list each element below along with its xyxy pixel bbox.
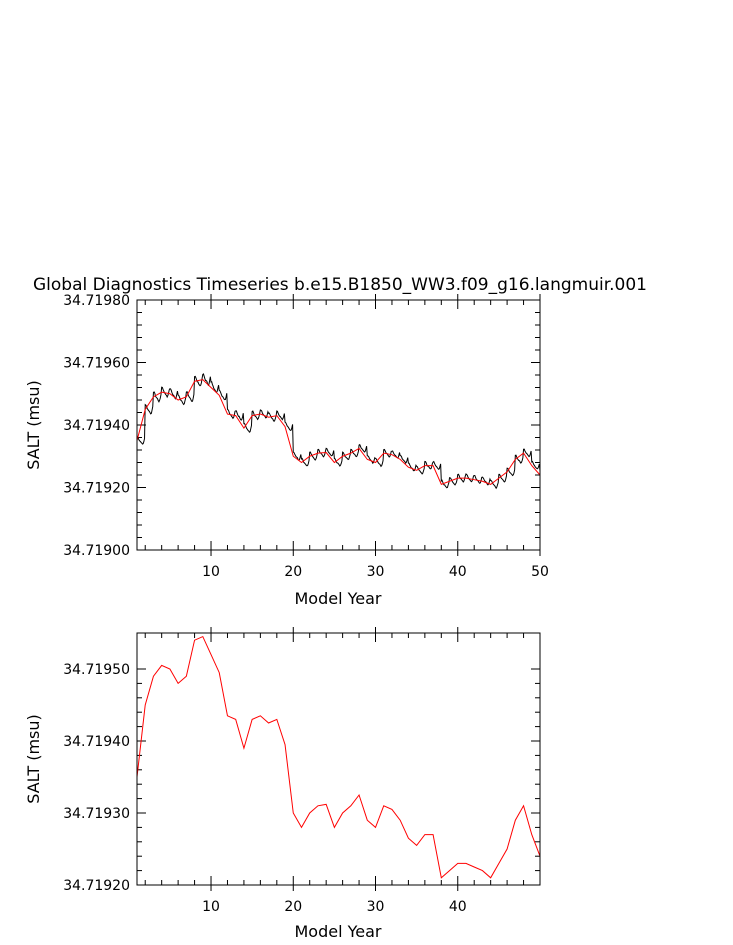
top-plot-frame	[136, 299, 541, 551]
x-tick-label: 20	[284, 899, 302, 915]
y-tick-label: 34.71960	[63, 356, 130, 372]
series-line-monthly	[136, 373, 541, 490]
bottom-plot-frame	[136, 632, 541, 886]
y-tick-label: 34.71920	[63, 878, 130, 894]
y-tick-label: 34.71940	[63, 418, 130, 434]
series-line-annual	[136, 635, 541, 879]
y-tick-label: 34.71940	[63, 734, 130, 750]
y-tick-label: 34.71980	[63, 293, 130, 309]
bottom-series	[136, 635, 541, 879]
top-series	[136, 373, 541, 490]
bottom-ticks: 10 20 30 40 34.71920 34.71930 34.71940 34.71950	[63, 627, 541, 915]
x-tick-label: 50	[531, 564, 549, 580]
top-panel: 10 20 30 40 50 34.71900 34.71920 34.71940 34.719…	[24, 293, 549, 608]
figure-title: Global Diagnostics Timeseries b.e15.B185…	[33, 275, 647, 295]
y-tick-label: 34.71900	[63, 543, 130, 559]
top-ticks: 10 20 30 40 50 34.71900 34.71920 34.71940 34.719…	[63, 293, 549, 580]
x-tick-label: 30	[367, 564, 385, 580]
top-y-axis-label: SALT (msu)	[24, 380, 43, 470]
x-tick-label: 10	[202, 899, 220, 915]
x-tick-label: 20	[284, 564, 302, 580]
x-tick-label: 40	[449, 899, 467, 915]
x-tick-label: 30	[367, 899, 385, 915]
series-line-annual	[136, 379, 541, 486]
y-tick-label: 34.71950	[63, 662, 130, 678]
x-tick-label: 40	[449, 564, 467, 580]
bottom-x-axis-label: Model Year	[295, 922, 382, 941]
y-tick-label: 34.71920	[63, 481, 130, 497]
top-x-axis-label: Model Year	[295, 589, 382, 608]
y-tick-label: 34.71930	[63, 806, 130, 822]
x-tick-label: 10	[202, 564, 220, 580]
bottom-y-axis-label: SALT (msu)	[24, 714, 43, 804]
bottom-panel: 10 20 30 40 34.71920 34.71930 34.71940 34.71950…	[24, 627, 541, 941]
